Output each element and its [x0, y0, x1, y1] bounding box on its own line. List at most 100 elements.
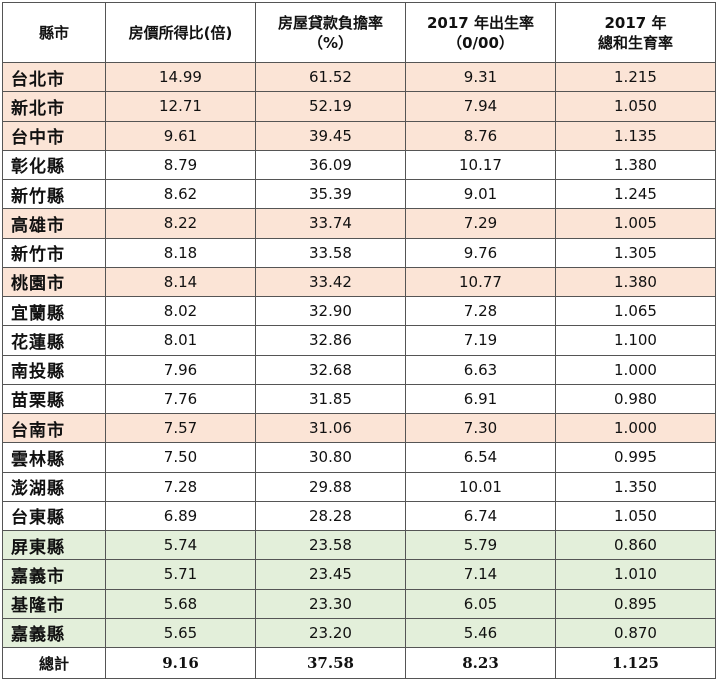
cell-price-income-ratio: 8.14	[105, 266, 256, 298]
cell-total-fertility: 0.980	[555, 383, 716, 415]
cell-price-income-ratio: 7.28	[105, 471, 256, 502]
cell-birth-rate: 10.01	[405, 471, 556, 502]
cell-loan-burden: 33.58	[255, 237, 406, 268]
cell-price-income-ratio: 7.76	[105, 383, 256, 415]
table-row: 彰化縣 8.79 36.09 10.17 1.380	[2, 149, 716, 181]
cell-loan-burden: 32.86	[255, 325, 406, 356]
cell-birth-rate: 10.77	[405, 266, 556, 298]
total-row: 總計 9.16 37.58 8.23 1.125	[2, 647, 716, 679]
cell-birth-rate: 6.54	[405, 442, 556, 473]
cell-price-income-ratio: 5.71	[105, 559, 256, 590]
cell-loan-burden: 61.52	[255, 61, 406, 93]
cell-county: 屏東縣	[2, 529, 106, 561]
header-county-label: 縣市	[38, 23, 69, 42]
table-row: 基隆市 5.68 23.30 6.05 0.895	[2, 588, 716, 619]
cell-loan-burden: 31.85	[255, 383, 406, 415]
table-body: 台北市 14.99 61.52 9.31 1.215 新北市 12.71 52.19 7.94 1…	[2, 61, 716, 649]
cell-loan-burden: 23.58	[255, 529, 406, 561]
cell-price-income-ratio: 14.99	[105, 61, 256, 93]
header-birth-unit: （0/00）	[447, 33, 514, 52]
cell-price-income-ratio: 7.50	[105, 442, 256, 473]
cell-total-fertility: 1.380	[555, 149, 716, 181]
cell-county: 宜蘭縣	[2, 295, 106, 327]
cell-county: 台南市	[2, 412, 106, 444]
cell-loan-burden: 30.80	[255, 442, 406, 473]
cell-total-fertility: 1.135	[555, 120, 716, 151]
cell-birth-rate: 10.17	[405, 149, 556, 181]
cell-birth-rate: 7.94	[405, 91, 556, 122]
table-row: 嘉義市 5.71 23.45 7.14 1.010	[2, 559, 716, 590]
cell-county: 高雄市	[2, 208, 106, 239]
cell-price-income-ratio: 8.79	[105, 149, 256, 181]
table-row: 花蓮縣 8.01 32.86 7.19 1.100	[2, 325, 716, 356]
cell-price-income-ratio: 8.62	[105, 178, 256, 210]
table-row: 雲林縣 7.50 30.80 6.54 0.995	[2, 442, 716, 473]
cell-price-income-ratio: 8.18	[105, 237, 256, 268]
header-county: 縣市	[2, 2, 106, 63]
table-row: 嘉義縣 5.65 23.20 5.46 0.870	[2, 617, 716, 649]
cell-birth-rate: 7.14	[405, 559, 556, 590]
cell-county: 台東縣	[2, 500, 106, 532]
cell-price-income-ratio: 7.96	[105, 354, 256, 385]
cell-county: 花蓮縣	[2, 325, 106, 356]
cell-loan-burden: 52.19	[255, 91, 406, 122]
total-burden: 37.58	[255, 647, 406, 679]
cell-price-income-ratio: 8.02	[105, 295, 256, 327]
cell-total-fertility: 1.380	[555, 266, 716, 298]
cell-total-fertility: 1.010	[555, 559, 716, 590]
cell-total-fertility: 0.860	[555, 529, 716, 561]
total-ratio: 9.16	[105, 647, 256, 679]
cell-county: 彰化縣	[2, 149, 106, 181]
table-row: 屏東縣 5.74 23.58 5.79 0.860	[2, 529, 716, 561]
cell-loan-burden: 29.88	[255, 471, 406, 502]
cell-loan-burden: 32.68	[255, 354, 406, 385]
header-birth-rate: 2017 年出生率 （0/00）	[405, 2, 556, 63]
cell-loan-burden: 35.39	[255, 178, 406, 210]
table-row: 台南市 7.57 31.06 7.30 1.000	[2, 412, 716, 444]
header-tfr-year: 2017 年	[604, 13, 667, 32]
cell-price-income-ratio: 5.74	[105, 529, 256, 561]
cell-price-income-ratio: 12.71	[105, 91, 256, 122]
header-birth-label: 2017 年出生率	[427, 13, 534, 32]
cell-total-fertility: 1.000	[555, 412, 716, 444]
cell-county: 新北市	[2, 91, 106, 122]
cell-county: 苗栗縣	[2, 383, 106, 415]
cell-total-fertility: 1.065	[555, 295, 716, 327]
cell-loan-burden: 28.28	[255, 500, 406, 532]
cell-birth-rate: 5.79	[405, 529, 556, 561]
total-label: 總計	[2, 647, 106, 679]
total-fertility: 1.125	[555, 647, 716, 679]
cell-total-fertility: 1.305	[555, 237, 716, 268]
cell-loan-burden: 33.74	[255, 208, 406, 239]
table-row: 新北市 12.71 52.19 7.94 1.050	[2, 91, 716, 122]
cell-birth-rate: 6.74	[405, 500, 556, 532]
cell-birth-rate: 7.30	[405, 412, 556, 444]
cell-birth-rate: 7.28	[405, 295, 556, 327]
cell-loan-burden: 31.06	[255, 412, 406, 444]
cell-loan-burden: 23.30	[255, 588, 406, 619]
cell-county: 台北市	[2, 61, 106, 93]
cell-county: 新竹縣	[2, 178, 106, 210]
cell-price-income-ratio: 6.89	[105, 500, 256, 532]
cell-loan-burden: 33.42	[255, 266, 406, 298]
header-burden-unit: （%）	[307, 33, 354, 52]
cell-price-income-ratio: 5.68	[105, 588, 256, 619]
cell-birth-rate: 9.76	[405, 237, 556, 268]
table-row: 苗栗縣 7.76 31.85 6.91 0.980	[2, 383, 716, 415]
table-footer: 總計 9.16 37.58 8.23 1.125	[2, 647, 716, 679]
header-burden-label: 房屋貸款負擔率	[277, 13, 383, 32]
cell-total-fertility: 1.050	[555, 500, 716, 532]
cell-total-fertility: 1.215	[555, 61, 716, 93]
cell-county: 嘉義市	[2, 559, 106, 590]
cell-birth-rate: 5.46	[405, 617, 556, 649]
cell-loan-burden: 23.45	[255, 559, 406, 590]
table-row: 台東縣 6.89 28.28 6.74 1.050	[2, 500, 716, 532]
cell-total-fertility: 1.000	[555, 354, 716, 385]
cell-price-income-ratio: 7.57	[105, 412, 256, 444]
total-birth-rate: 8.23	[405, 647, 556, 679]
table-row: 桃園市 8.14 33.42 10.77 1.380	[2, 266, 716, 298]
cell-county: 基隆市	[2, 588, 106, 619]
cell-loan-burden: 23.20	[255, 617, 406, 649]
table-row: 高雄市 8.22 33.74 7.29 1.005	[2, 208, 716, 239]
